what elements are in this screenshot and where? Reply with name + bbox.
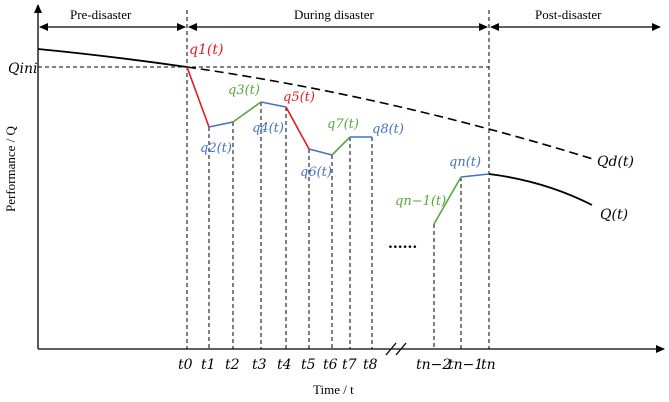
pre-disaster-label: Pre-disaster — [70, 7, 132, 22]
tick-t0: t0 — [178, 357, 193, 373]
tick-t3: t3 — [252, 357, 267, 373]
segment-q7 — [331, 136, 351, 156]
axis-break-mark-1 — [385, 342, 397, 356]
axis-break-mark-2 — [395, 342, 407, 356]
q-post-curve — [488, 173, 593, 206]
y-axis-title: Performance / Q — [3, 125, 18, 212]
x-axis-title: Time / t — [313, 382, 354, 397]
label-q8: q8(t) — [372, 122, 404, 137]
qd-label: Qd(t) — [597, 154, 634, 170]
label-q5: q5(t) — [283, 90, 315, 105]
time-tick-labels: t0 t1 t2 t3 t4 t5 t6 t7 t8 tn−2 tn−1 tn — [178, 357, 496, 373]
segment-q3 — [232, 101, 262, 123]
q-label: Q(t) — [600, 207, 628, 223]
tick-t8: t8 — [363, 357, 378, 373]
during-disaster-label: During disaster — [294, 7, 374, 22]
label-qn: qn(t) — [449, 155, 481, 170]
tick-tn2: tn−2 — [416, 357, 451, 373]
tick-tn1: tn−1 — [448, 357, 483, 373]
label-q7: q7(t) — [327, 117, 359, 132]
segment-q6 — [308, 148, 333, 156]
pre-disaster-curve — [37, 48, 188, 68]
tick-t7: t7 — [342, 357, 357, 373]
label-qn1: qn−1(t) — [395, 194, 446, 209]
segment-qn1 — [433, 176, 462, 225]
segment-q1 — [186, 66, 210, 128]
label-q2: q2(t) — [200, 141, 232, 156]
tick-t1: t1 — [201, 357, 216, 373]
tick-t4: t4 — [277, 357, 292, 373]
segment-q4 — [260, 101, 287, 108]
tick-t6: t6 — [323, 357, 338, 373]
tick-t5: t5 — [301, 357, 316, 373]
segment-q5 — [285, 106, 310, 150]
label-q6: q6(t) — [300, 165, 332, 180]
segment-q2 — [208, 121, 234, 128]
label-q4: q4(t) — [252, 121, 284, 136]
tick-tn: tn — [481, 357, 496, 373]
label-q1: q1(t) — [189, 42, 223, 58]
tick-t2: t2 — [225, 357, 240, 373]
ellipsis: ...... — [388, 236, 417, 252]
qd-curve — [186, 66, 597, 161]
post-disaster-label: Post-disaster — [535, 7, 602, 22]
segment-qn — [460, 173, 490, 178]
label-q3: q3(t) — [228, 83, 260, 98]
qini-label: Qini — [8, 61, 37, 77]
